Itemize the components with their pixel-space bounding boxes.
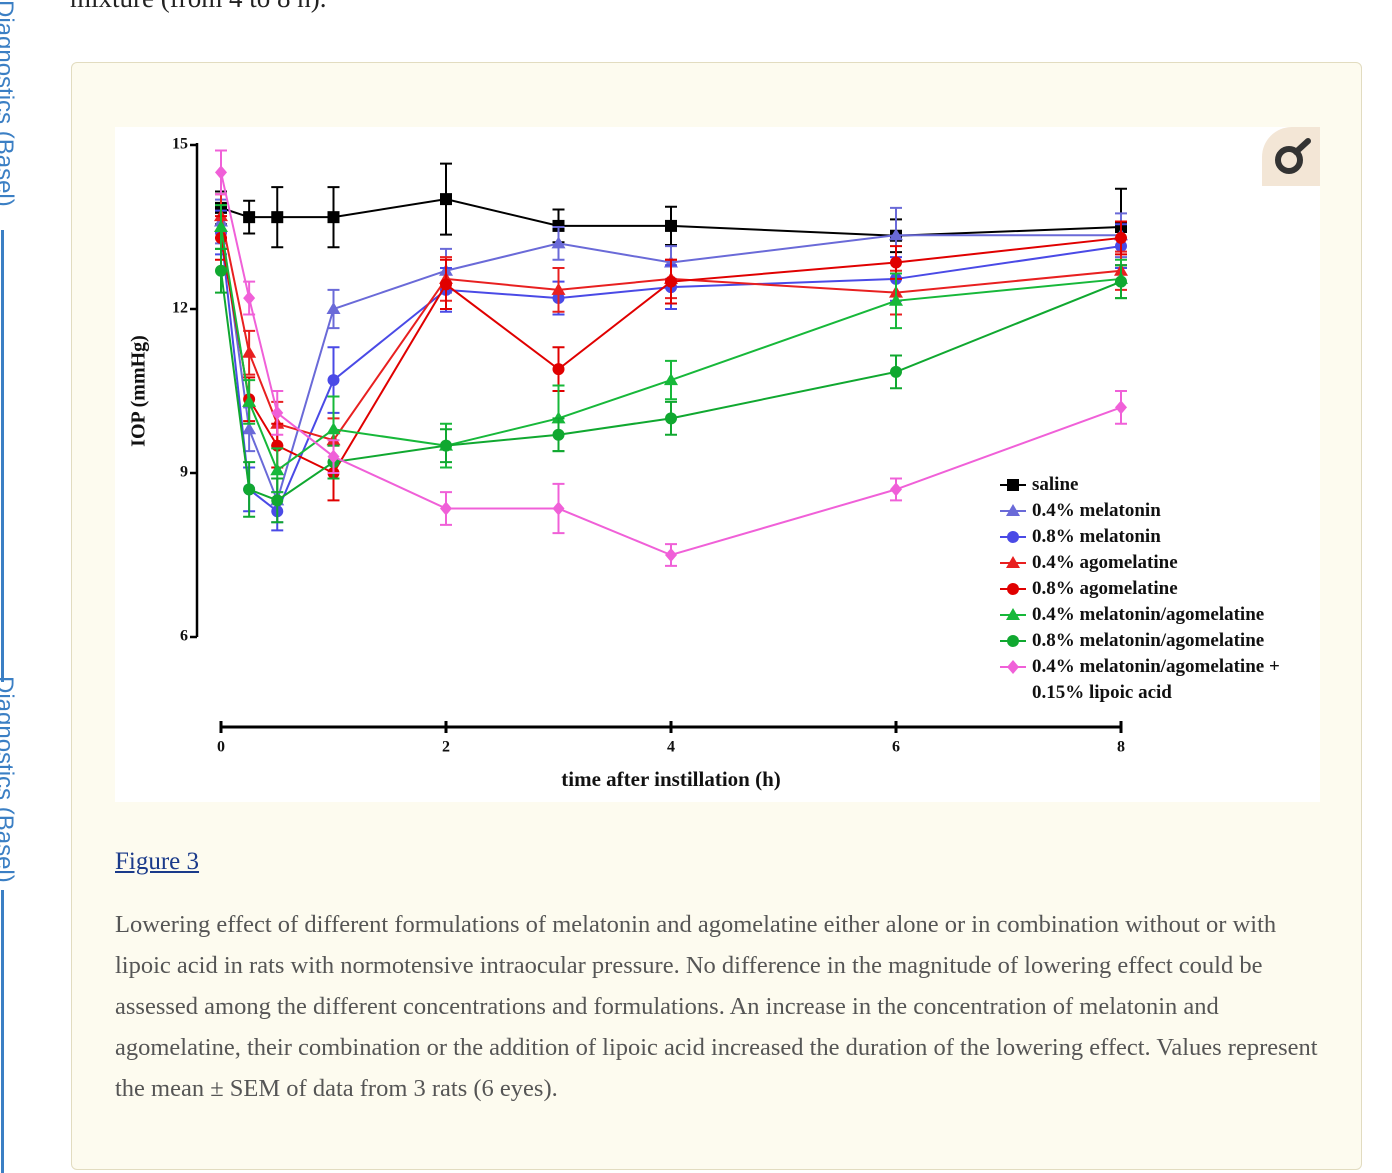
marker	[440, 439, 452, 452]
marker	[1006, 556, 1020, 568]
marker	[214, 220, 228, 232]
legend-label: 0.4% melatonin/agomelatine + 0.15% lipoi…	[1032, 656, 1280, 703]
legend-swatch	[1000, 608, 1026, 620]
legend-entry: 0.4% melatonin/agomelatine	[1000, 602, 1320, 628]
marker	[1006, 504, 1020, 516]
legend-entry: 0.4% melatonin/agomelatine + 0.15% lipoi…	[1000, 654, 1320, 706]
marker	[1006, 608, 1020, 620]
legend-label: 0.4% melatonin/agomelatine	[1032, 604, 1265, 625]
marker	[551, 282, 566, 295]
legend-swatch	[1000, 660, 1026, 674]
legend-swatch	[1000, 504, 1026, 516]
marker	[552, 428, 565, 441]
marker	[327, 211, 340, 224]
marker	[552, 501, 565, 516]
marker	[271, 405, 284, 420]
figure-caption: Lowering effect of different formulation…	[115, 911, 1318, 1102]
marker	[1007, 479, 1019, 491]
legend-label: 0.8% melatonin	[1032, 526, 1161, 547]
y-tick-label: 6	[180, 628, 188, 645]
marker	[215, 264, 227, 277]
marker	[665, 412, 677, 425]
marker	[243, 291, 256, 306]
x-tick-label: 0	[217, 739, 225, 756]
marker	[327, 449, 340, 464]
x-tick-label: 4	[667, 739, 675, 756]
marker	[890, 482, 902, 497]
legend-label: 0.8% melatonin/agomelatine	[1032, 630, 1265, 651]
marker	[243, 211, 256, 224]
x-tick-label: 6	[892, 739, 900, 756]
legend: saline 0.4% melatonin 0.8% melatonin 0.4% a…	[1000, 472, 1320, 706]
marker	[664, 373, 678, 386]
marker	[1115, 231, 1127, 244]
marker	[665, 219, 677, 232]
legend-swatch	[1000, 479, 1026, 491]
legend-swatch	[1000, 583, 1026, 595]
legend-label: 0.8% agomelatine	[1032, 578, 1178, 599]
marker	[243, 483, 256, 496]
marker	[440, 193, 452, 206]
legend-label: 0.4% agomelatine	[1032, 552, 1178, 573]
marker	[271, 494, 284, 507]
marker	[1007, 635, 1019, 647]
legend-entry: 0.8% melatonin/agomelatine	[1000, 628, 1320, 654]
legend-entry: 0.4% agomelatine	[1000, 550, 1320, 576]
y-tick-label: 12	[172, 300, 188, 317]
marker	[889, 228, 903, 241]
legend-label: 0.4% melatonin	[1032, 500, 1161, 521]
marker	[327, 374, 340, 387]
legend-swatch	[1000, 635, 1026, 647]
sidebar-line	[1, 230, 4, 682]
sidebar-link[interactable]: Diagnostics (Basel)	[0, 676, 18, 883]
zoom-button[interactable]	[1262, 127, 1320, 186]
marker	[440, 278, 452, 291]
sidebar-link[interactable]: Diagnostics (Basel)	[0, 0, 18, 207]
marker	[665, 275, 677, 288]
marker	[1007, 660, 1019, 674]
legend-entry: 0.4% melatonin	[1000, 498, 1320, 524]
x-tick-label: 8	[1117, 739, 1125, 756]
legend-entry: 0.8% melatonin	[1000, 524, 1320, 550]
marker	[552, 219, 565, 232]
marker	[1115, 400, 1127, 415]
marker	[242, 394, 257, 407]
marker	[326, 302, 341, 314]
marker	[242, 422, 257, 435]
y-tick-label: 9	[180, 464, 188, 481]
zoom-icon	[1275, 138, 1311, 174]
marker	[270, 463, 285, 476]
chart: 6 9 12 15 IOP (mmHg) 0 2 4 6 8 time after instilla…	[128, 136, 1128, 791]
marker	[1007, 531, 1019, 543]
marker	[440, 501, 452, 516]
x-axis-label: time after instillation (h)	[561, 767, 781, 791]
marker	[551, 236, 566, 249]
marker	[242, 345, 257, 358]
marker	[1115, 275, 1127, 288]
y-axis-label: IOP (mmHg)	[128, 335, 150, 447]
y-tick-label: 15	[172, 136, 188, 153]
marker	[890, 365, 902, 378]
marker	[326, 422, 341, 435]
marker	[890, 256, 902, 269]
sidebar-line	[1, 890, 4, 1173]
marker	[552, 363, 565, 376]
legend-entry: saline	[1000, 472, 1320, 498]
x-tick-label: 2	[442, 739, 450, 756]
legend-swatch	[1000, 531, 1026, 543]
figure-image: 6 9 12 15 IOP (mmHg) 0 2 4 6 8 time after instilla…	[115, 127, 1320, 802]
marker	[665, 548, 677, 562]
legend-label: saline	[1032, 474, 1079, 495]
legend-swatch	[1000, 556, 1026, 568]
marker	[1007, 583, 1019, 595]
marker	[889, 293, 903, 306]
marker	[271, 211, 284, 224]
legend-entry: 0.8% agomelatine	[1000, 576, 1320, 602]
figure-link[interactable]: Figure 3	[115, 848, 200, 875]
top-text: mixture (from 4 to 8 h).	[70, 0, 326, 14]
marker	[215, 165, 227, 180]
